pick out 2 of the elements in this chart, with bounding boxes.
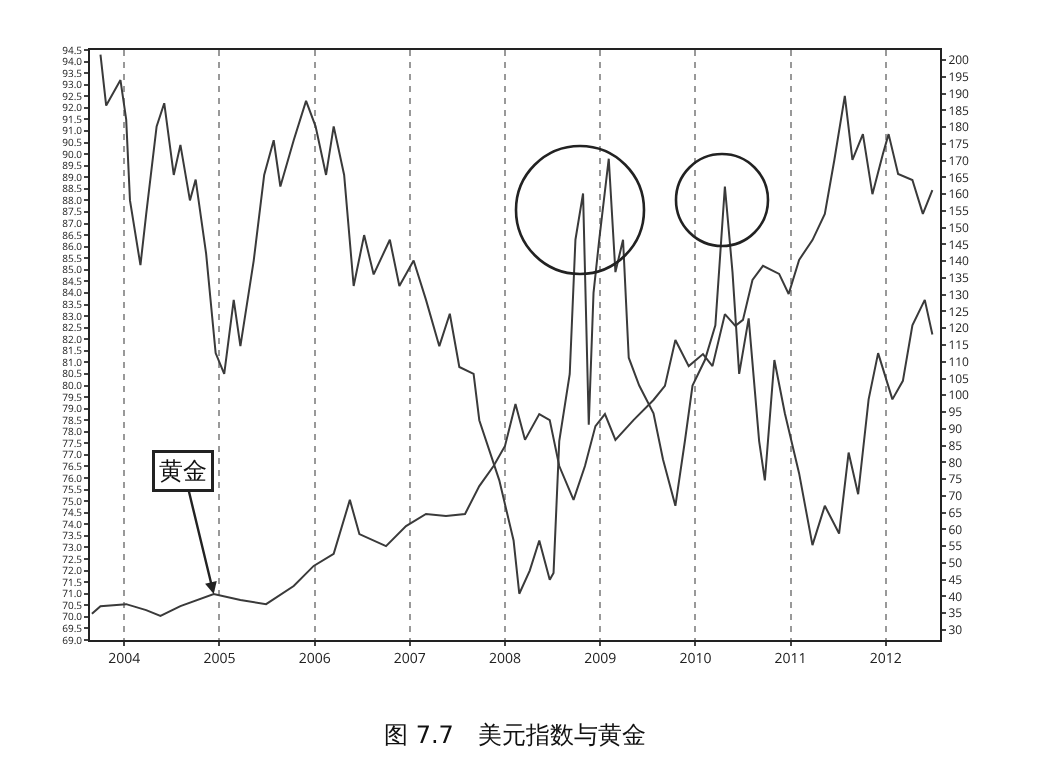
text: 图 7.7 美元指数与黄金 — [384, 721, 646, 750]
text: 黄金 — [159, 457, 207, 485]
